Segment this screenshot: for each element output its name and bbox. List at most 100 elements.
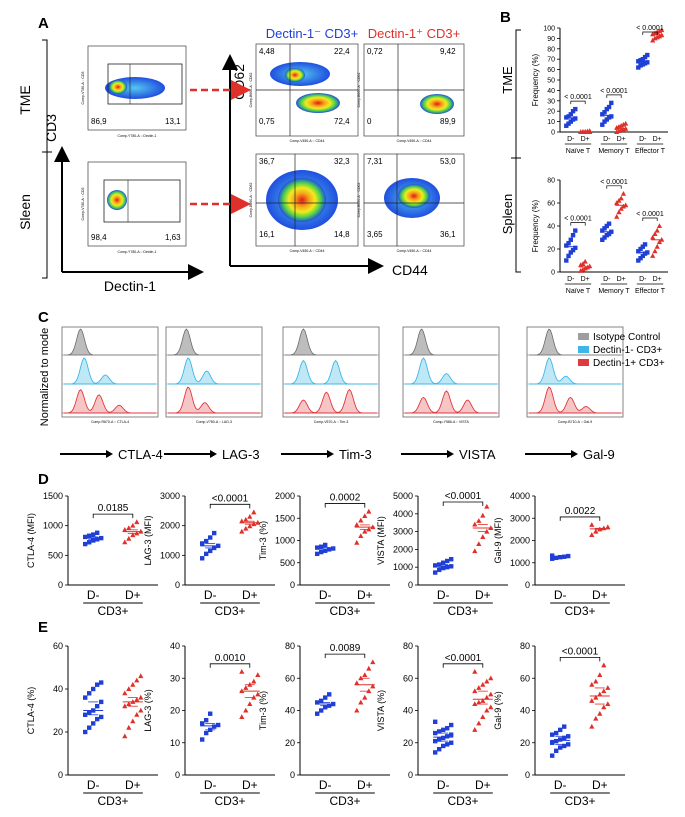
data-point (323, 695, 328, 700)
category-label: Memory T (598, 148, 630, 155)
gate-x-text: Comp-Y780-A :: Dectin-1 (118, 250, 157, 254)
data-point (208, 548, 213, 554)
quad-ll: 0 (367, 117, 372, 126)
dot-chart-d-tim-3: 0 500 1000 1500 2000 Tim-3 (%) D- D+ CD3+ 0.0002 (258, 491, 390, 618)
data-point (597, 691, 603, 697)
data-point (319, 549, 324, 555)
data-point (445, 742, 450, 747)
y-axis-label: CTLA-4 (%) (26, 687, 36, 735)
y-tick-label: 60 (547, 201, 555, 208)
data-point (601, 688, 607, 694)
data-point (650, 234, 656, 240)
sig-bracket (642, 31, 658, 35)
y-tick-label: 5000 (393, 491, 413, 501)
y-axis-label: VISTA (%) (376, 690, 386, 731)
p-value: < 0.0001 (564, 216, 592, 223)
data-point (554, 555, 559, 561)
data-point (87, 540, 92, 545)
y-tick-label: 0 (525, 580, 530, 590)
data-point (568, 112, 573, 117)
data-point (601, 662, 607, 668)
data-point (83, 729, 88, 735)
data-point (554, 748, 559, 754)
y-tick-label: 1500 (43, 491, 63, 501)
y-tick-label: 0 (175, 770, 180, 780)
data-point (441, 727, 446, 733)
group-label: D- (603, 136, 611, 143)
y-tick-label: 20 (53, 727, 63, 737)
data-point (589, 723, 595, 729)
data-point (484, 503, 490, 509)
quad-y-text: Comp-B660-A :: CD62 (357, 183, 361, 218)
group-label: D+ (125, 778, 141, 792)
data-point (636, 65, 641, 70)
data-point (573, 116, 578, 121)
y-tick-label: 2000 (275, 491, 295, 501)
gate-plot-spleen: 98,4 1,63 Comp-Y780-A :: Dectin-1 Comp-V… (81, 161, 187, 254)
data-point (247, 513, 253, 519)
data-point (566, 241, 571, 246)
quad-x-text: Comp-V450-A :: CD44 (397, 139, 432, 143)
data-point (87, 533, 92, 538)
histogram-x-text: Comp-Y586-A :: VISTA (433, 420, 469, 424)
data-point (239, 714, 245, 719)
data-point (605, 524, 611, 530)
marker-arrow-head (571, 450, 578, 458)
y-tick-label: 100 (543, 26, 555, 33)
gate-y-text: Comp-V780-A :: CD3 (81, 72, 85, 105)
category-label: Naïve T (566, 148, 591, 155)
data-point (488, 704, 494, 710)
group-label: D+ (653, 136, 662, 143)
panel-letter-a: A (38, 15, 49, 32)
data-point (354, 539, 360, 545)
data-point (204, 551, 209, 557)
y-axis-label: LAG-3 (MFI) (143, 515, 153, 565)
category-label: Effector T (635, 288, 666, 295)
data-point (564, 258, 569, 263)
data-point (640, 57, 645, 62)
y-tick-label: 80 (520, 641, 530, 651)
y-axis-label: Gal-9 (%) (493, 691, 503, 730)
dot-chart-e-vista: 0 20 40 60 80 VISTA (%) D- D+ CD3+ <0.0001 (376, 641, 508, 808)
p-value: <0.0001 (562, 646, 599, 657)
p-value: 0.0185 (98, 503, 129, 514)
panel-b-row-spleen: Spleen (500, 194, 515, 234)
data-point (602, 119, 607, 124)
group-title: CD3+ (97, 604, 128, 618)
data-point (593, 715, 599, 721)
data-point (582, 258, 588, 264)
data-point (449, 722, 454, 728)
group-label: D+ (653, 276, 662, 283)
data-point (87, 691, 92, 696)
histogram-y-label: Normalized to mode (39, 328, 51, 426)
y-axis-label: LAG-3 (%) (143, 689, 153, 732)
data-point (354, 707, 360, 713)
data-point (472, 727, 478, 732)
data-point (126, 686, 132, 691)
data-point (200, 737, 205, 742)
group-label: D+ (125, 588, 141, 602)
sig-bracket (209, 663, 251, 668)
data-point (358, 517, 364, 523)
gate-right-value: 13,1 (165, 117, 181, 126)
data-point (602, 110, 607, 115)
group-title: CD3+ (329, 604, 360, 618)
dectin-axis-label: Dectin-1 (104, 278, 156, 294)
group-title: CD3+ (564, 604, 595, 618)
data-point (243, 707, 249, 713)
p-value: 0.0010 (215, 653, 246, 664)
legend-swatch (578, 333, 589, 340)
y-tick-label: 0 (58, 770, 63, 780)
data-point (130, 532, 136, 538)
data-point (562, 724, 567, 729)
y-tick-label: 4000 (510, 491, 530, 501)
group-label: D- (567, 136, 575, 143)
data-point (91, 532, 96, 537)
histogram-x-text: Comp-R670-A :: CTLA-4 (91, 420, 129, 424)
data-point (122, 690, 128, 696)
data-point (134, 519, 140, 525)
group-title: CD3+ (214, 794, 245, 808)
data-point (645, 60, 650, 65)
